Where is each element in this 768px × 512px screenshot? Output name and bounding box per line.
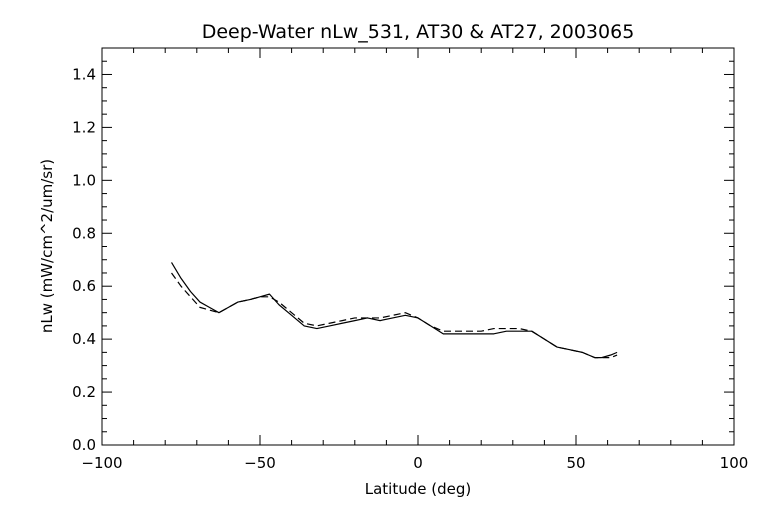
x-tick-label: 100 <box>720 454 749 472</box>
y-axis: 0.0 0.2 0.4 0.6 0.8 1.0 1.2 1.4 <box>72 47 734 454</box>
series-line-dashed <box>171 272 618 359</box>
x-tick-label: −50 <box>244 454 276 472</box>
x-tick-label: 0 <box>413 454 423 472</box>
x-tick-label: −100 <box>81 454 122 472</box>
y-tick-label: 1.0 <box>72 171 96 189</box>
x-axis: −100 −50 0 50 100 <box>81 48 748 472</box>
series-group <box>171 262 618 359</box>
chart-title: Deep-Water nLw_531, AT30 & AT27, 2003065 <box>202 21 635 43</box>
y-tick-label: 0.2 <box>72 383 96 401</box>
plot-frame <box>101 47 735 446</box>
y-tick-label: 0.4 <box>72 330 96 348</box>
y-tick-label: 0.6 <box>72 277 96 295</box>
x-axis-label: Latitude (deg) <box>365 480 471 498</box>
x-tick-label: 50 <box>566 454 585 472</box>
y-tick-label: 1.4 <box>72 65 96 83</box>
y-tick-label: 0.0 <box>72 436 96 454</box>
y-tick-label: 1.2 <box>72 118 96 136</box>
y-axis-label: nLw (mW/cm^2/um/sr) <box>38 159 56 333</box>
y-tick-label: 0.8 <box>72 224 96 242</box>
